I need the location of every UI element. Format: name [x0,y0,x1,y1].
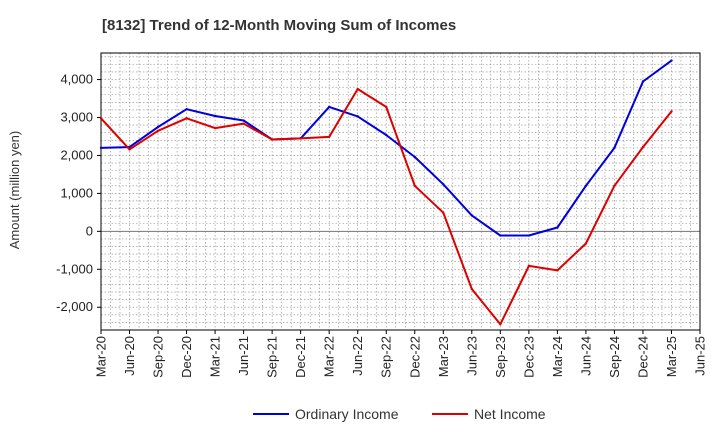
legend-item: Net Income [432,406,546,422]
y-tick-label: 4,000 [60,72,93,87]
x-tick-label: Jun-21 [236,336,251,376]
data-point [299,137,302,140]
chart-title: [8132] Trend of 12-Month Moving Sum of I… [102,17,456,34]
y-tick-label: 1,000 [60,185,93,200]
data-point [356,115,359,118]
data-point [327,135,331,139]
legend-label: Ordinary Income [295,406,399,422]
x-tick-label: Mar-23 [436,336,451,377]
y-tick-label: -1,000 [56,261,93,276]
x-tick-label: Jun-20 [122,336,137,376]
data-point [556,226,559,229]
x-tick-label: Sep-20 [151,336,166,378]
x-tick-label: Mar-25 [664,336,679,377]
data-point [527,264,531,268]
x-tick-label: Sep-24 [607,336,622,378]
y-tick-label: 2,000 [60,147,93,162]
x-tick-label: Dec-20 [179,336,194,378]
data-point [413,155,416,159]
x-tick-label: Sep-22 [379,336,394,378]
data-point [213,126,217,130]
x-tick-label: Jun-25 [693,336,708,376]
data-point [99,146,103,150]
data-point [499,234,502,237]
x-tick-label: Jun-23 [464,336,479,376]
y-tick-label: -2,000 [56,299,93,314]
x-tick-label: Mar-21 [208,336,223,377]
legend-label: Net Income [474,406,546,422]
x-tick-label: Dec-24 [635,336,650,378]
data-point [185,107,188,111]
series-net-income [99,87,673,326]
data-point [470,287,474,291]
data-point [641,145,645,149]
data-point [613,146,616,150]
data-point [156,129,160,132]
x-tick-label: Jun-24 [578,336,593,376]
y-axis-label: Amount (million yen) [7,131,22,250]
data-point [527,234,531,237]
grid [100,53,700,331]
axes [97,52,701,334]
legend-item: Ordinary Income [253,406,399,422]
data-point [499,323,502,326]
data-point [613,184,616,188]
series [99,59,673,326]
data-point [413,184,416,188]
data-point [213,114,217,118]
data-point [385,105,388,109]
x-tick-label: Dec-21 [293,336,308,378]
data-point [327,105,331,109]
x-tick-label: Mar-24 [550,336,565,377]
data-point [641,80,645,83]
data-point [270,138,274,141]
x-tick-label: Mar-22 [322,336,337,377]
data-point [442,183,445,186]
x-tick-label: Jun-22 [350,336,365,376]
x-tick-label: Dec-23 [521,336,536,378]
tick-labels: -2,000 -1,000 0 1,000 2,000 3,000 4,000 Mar-20 J… [56,72,707,378]
data-point [185,117,188,120]
data-point [584,184,588,188]
plot-frame [100,52,701,331]
x-tick-label: Mar-20 [94,336,109,377]
data-point [670,59,673,62]
x-tick-label: Dec-22 [407,336,422,378]
legend: Ordinary Income Net Income [253,406,546,422]
data-point [670,110,673,113]
data-point [156,125,160,129]
data-point [584,242,588,245]
x-tick-label: Sep-23 [493,336,508,378]
data-point [99,117,103,120]
y-tick-label: 3,000 [60,110,93,125]
data-point [242,119,245,122]
data-point [242,122,245,125]
y-tick-label: 0 [86,223,93,238]
data-point [385,133,388,137]
data-point [442,211,445,214]
series-ordinary-income [99,59,673,237]
data-point [356,87,359,91]
data-point [470,214,474,217]
data-point [556,269,559,272]
data-point [128,148,131,151]
x-tick-label: Sep-21 [265,336,280,378]
